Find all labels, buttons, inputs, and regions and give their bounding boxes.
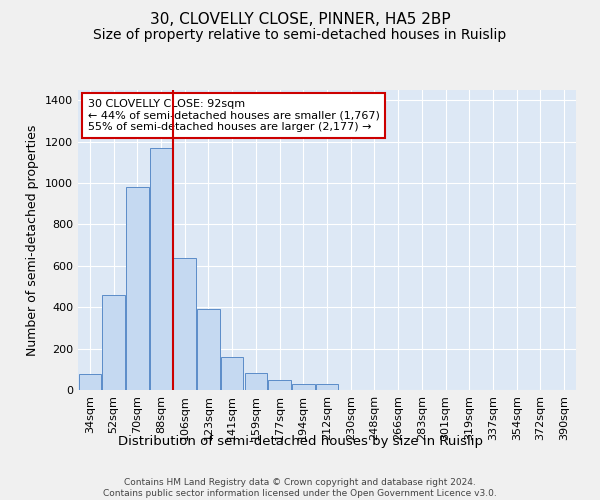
Bar <box>150 148 172 390</box>
Bar <box>103 295 125 390</box>
Bar <box>126 187 149 390</box>
Bar <box>221 357 244 390</box>
Text: 30 CLOVELLY CLOSE: 92sqm
← 44% of semi-detached houses are smaller (1,767)
55% o: 30 CLOVELLY CLOSE: 92sqm ← 44% of semi-d… <box>88 99 380 132</box>
Text: Contains HM Land Registry data © Crown copyright and database right 2024.
Contai: Contains HM Land Registry data © Crown c… <box>103 478 497 498</box>
Bar <box>268 380 291 390</box>
Y-axis label: Number of semi-detached properties: Number of semi-detached properties <box>26 124 40 356</box>
Bar <box>316 384 338 390</box>
Bar <box>173 258 196 390</box>
Text: Distribution of semi-detached houses by size in Ruislip: Distribution of semi-detached houses by … <box>118 435 482 448</box>
Bar <box>197 310 220 390</box>
Text: 30, CLOVELLY CLOSE, PINNER, HA5 2BP: 30, CLOVELLY CLOSE, PINNER, HA5 2BP <box>149 12 451 28</box>
Text: Size of property relative to semi-detached houses in Ruislip: Size of property relative to semi-detach… <box>94 28 506 42</box>
Bar <box>79 374 101 390</box>
Bar <box>245 374 267 390</box>
Bar <box>292 384 314 390</box>
